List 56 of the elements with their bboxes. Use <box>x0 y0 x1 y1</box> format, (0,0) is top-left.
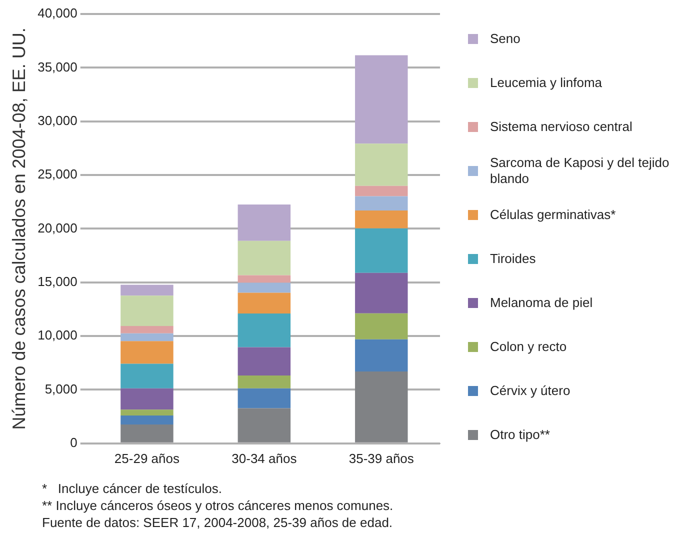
y-tick-label: 10,000 <box>38 328 78 343</box>
bar <box>120 415 174 425</box>
legend-label: Sarcoma de Kaposi y del tejido blando <box>490 155 670 187</box>
x-tick-label: 35-39 años <box>348 450 414 466</box>
bar <box>355 272 408 314</box>
legend-label: Seno <box>490 31 520 47</box>
legend-label: Cérvix y útero <box>490 383 570 399</box>
y-tick-label: 0 <box>70 434 78 450</box>
y-tick-label: 35,000 <box>38 59 78 74</box>
bar <box>238 204 291 241</box>
source-note: Fuente de datos: SEER 17, 2004-2008, 25-39 años de edad. <box>42 514 394 531</box>
bar <box>238 347 291 376</box>
bar <box>355 339 408 372</box>
y-tick-label: 40,000 <box>38 6 78 21</box>
bar <box>355 228 408 273</box>
bar <box>120 284 174 296</box>
legend-label: Sistema nervioso central <box>490 119 632 135</box>
bar <box>355 55 408 144</box>
y-tick-label: 15,000 <box>38 274 78 289</box>
y-tick-label: 25,000 <box>38 166 78 182</box>
legend-label: Células germinativas* <box>490 207 616 223</box>
bar <box>355 210 408 228</box>
bar <box>120 333 174 342</box>
bar <box>238 408 291 442</box>
x-tick-label: 30-34 años <box>232 450 298 466</box>
y-tick-label: 5,000 <box>44 381 78 396</box>
legend-label: Tiroides <box>490 251 536 267</box>
bar <box>120 424 174 442</box>
bar <box>238 292 291 314</box>
bar <box>238 282 291 293</box>
y-axis-title: Número de casos calculados en 2004-08, EE. UU. <box>8 28 29 430</box>
bar <box>120 364 174 388</box>
bar <box>355 371 408 442</box>
bar <box>355 186 408 196</box>
bar <box>238 314 291 348</box>
y-tick-label: 20,000 <box>38 220 78 236</box>
bar <box>120 410 174 416</box>
bar <box>238 388 291 408</box>
legend-label: Colon y recto <box>490 339 567 355</box>
bar <box>120 296 174 326</box>
bar <box>120 388 174 410</box>
bar <box>238 376 291 388</box>
bar <box>355 144 408 186</box>
legend-label: Melanoma de piel <box>490 295 593 311</box>
bar <box>120 326 174 334</box>
legend-label: Leucemia y linfoma <box>490 75 602 91</box>
bar <box>120 341 174 364</box>
bar <box>238 240 291 276</box>
bar <box>355 313 408 340</box>
bar <box>238 275 291 283</box>
text: ** Incluye cánceros óseos y otros cánceres menos comunes. <box>42 497 394 514</box>
y-tick-label: 30,000 <box>38 112 78 128</box>
bar <box>355 196 408 210</box>
text: * Incluye cáncer de testículos. <box>42 480 223 497</box>
x-tick-label: 25-29 años <box>114 450 180 466</box>
legend-label: Otro tipo** <box>490 427 550 443</box>
